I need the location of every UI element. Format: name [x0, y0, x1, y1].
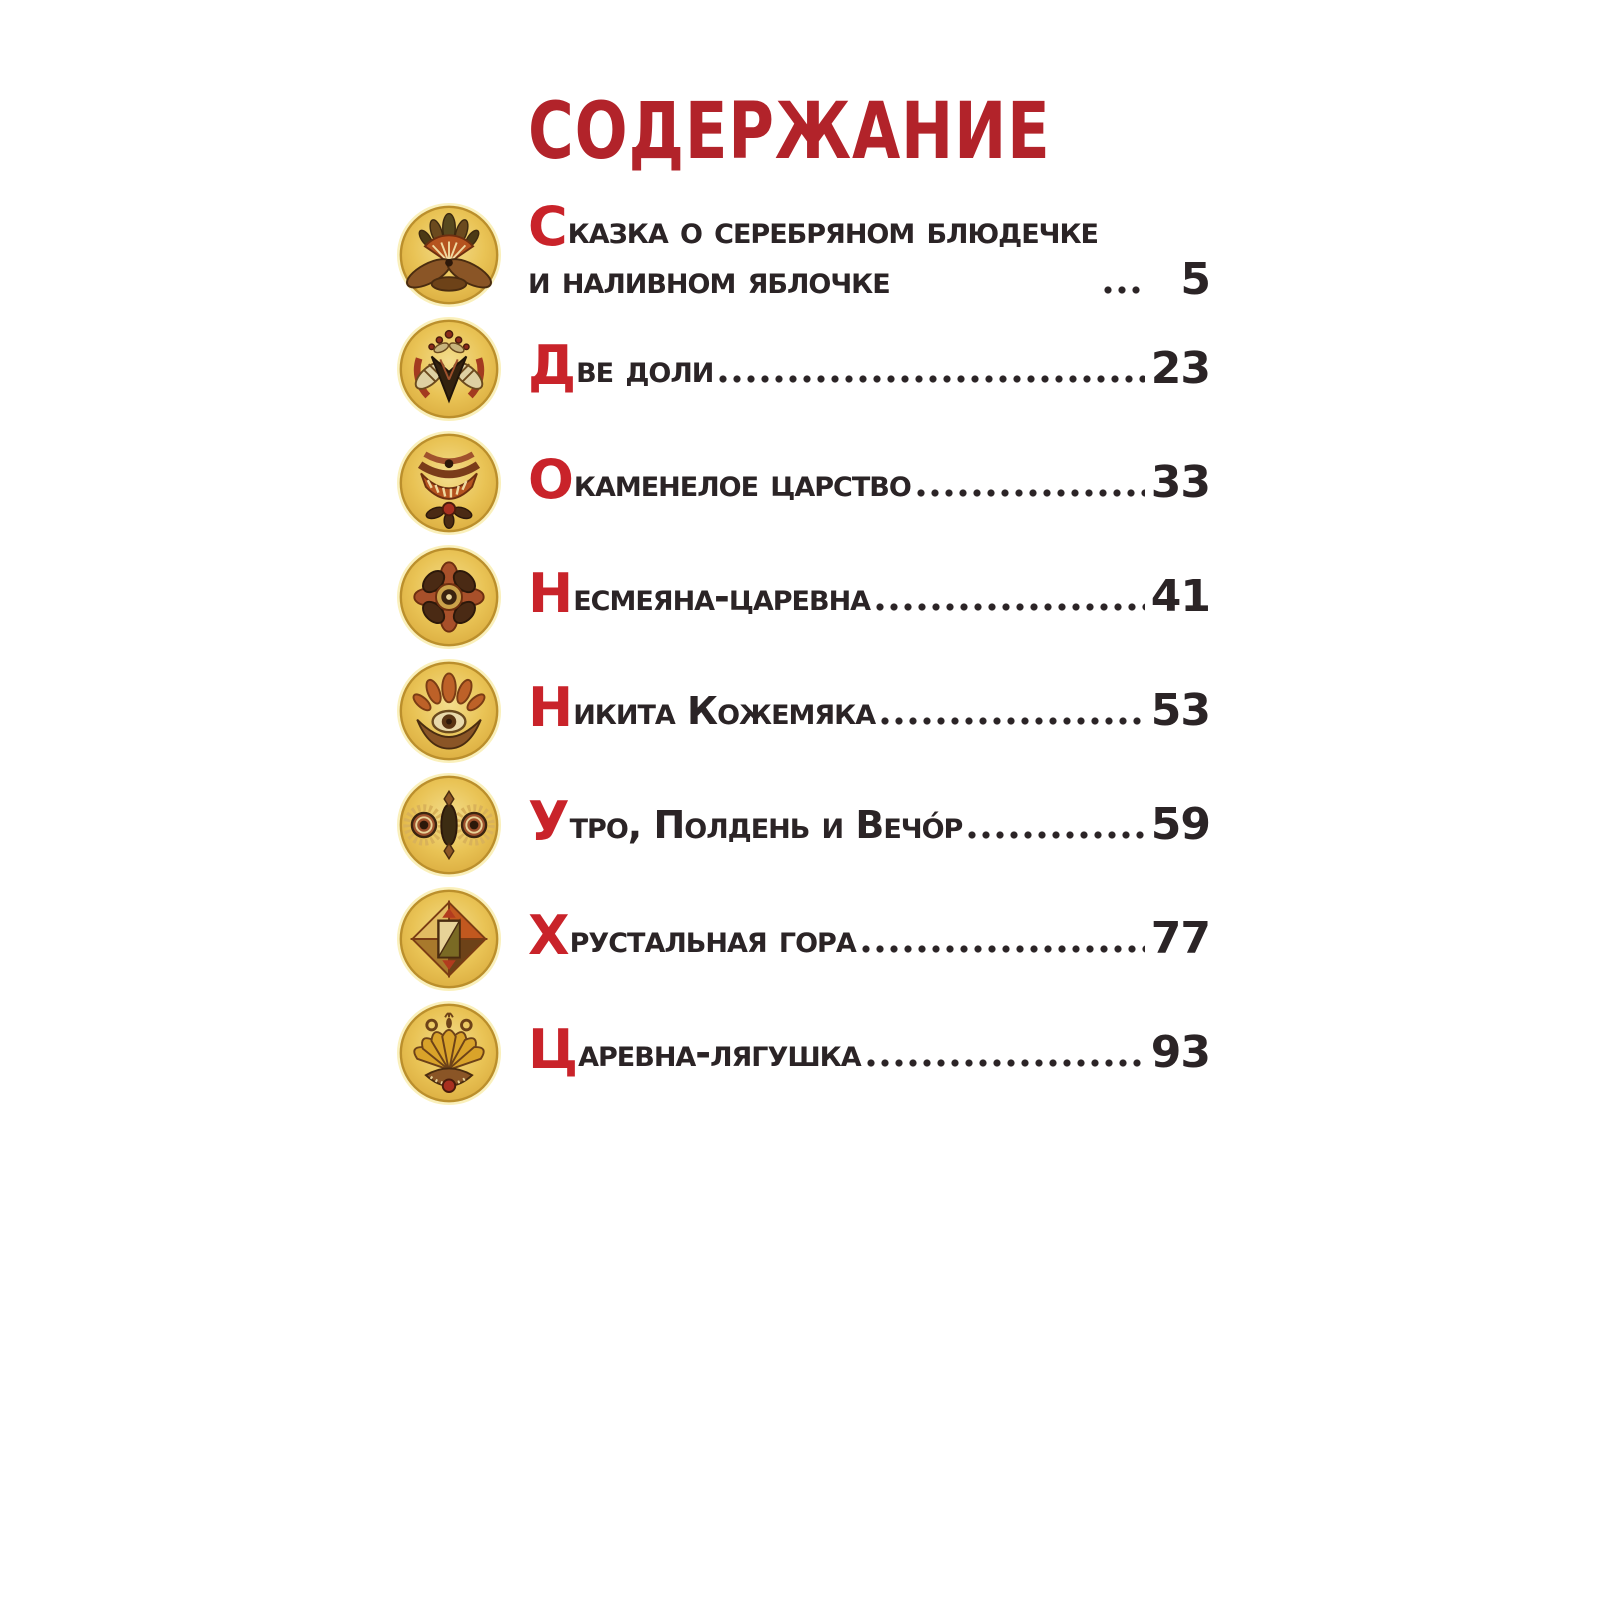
entry-dropcap: Х — [528, 903, 570, 967]
entry-title: Никита Кожемяка — [528, 680, 876, 736]
toc-entry: Окаменелое царство 33 — [396, 428, 1226, 538]
medallion-twin-eyes-icon — [396, 772, 502, 878]
entry-title-text: икита Кожемяка — [573, 688, 876, 733]
entry-title-text: тро, Полдень и Вечо́р — [569, 802, 964, 847]
entry-dropcap: Н — [528, 675, 574, 739]
toc-entry: Утро, Полдень и Вечо́р 59 — [396, 770, 1226, 880]
entry-dropcap: У — [528, 789, 570, 853]
entry-title: Хрустальная гора — [528, 908, 857, 964]
dot-leader — [880, 714, 1145, 727]
medallion-sunflower-icon — [396, 1000, 502, 1106]
dot-leader — [875, 600, 1145, 613]
entry-title: Несмеяна-царевна — [528, 566, 871, 622]
dot-leader — [865, 1056, 1145, 1069]
dot-leader — [718, 372, 1145, 385]
toc-entry: Две доли 23 — [396, 314, 1226, 424]
medallion-feather-fan-icon — [396, 202, 502, 308]
entry-title-text: аревна-лягушка — [578, 1030, 862, 1075]
medallion-rosette-flower-icon — [396, 544, 502, 650]
entry-page-number: 77 — [1150, 912, 1211, 964]
entry-page-number: 41 — [1150, 570, 1211, 622]
table-of-contents: СОДЕРЖАНИЕ — [396, 87, 1226, 1108]
dot-leader — [967, 828, 1145, 841]
entry-page-number: 59 — [1150, 798, 1211, 850]
entry-title-text: казка о серебряном блюдечке и наливном я… — [528, 207, 1099, 302]
entry-page-number: 5 — [1180, 253, 1211, 305]
entry-title: Окаменелое царство — [528, 452, 912, 508]
entry-dropcap: О — [528, 447, 574, 511]
entry-title-text: каменелое царство — [573, 460, 912, 505]
toc-entry: Сказка о серебряном блюдечке и наливном … — [396, 199, 1226, 310]
medallion-fan-berries-icon — [396, 316, 502, 422]
entry-dropcap: Д — [528, 333, 577, 397]
entry-page-number: 33 — [1150, 456, 1211, 508]
toc-entry: Царевна-лягушка 93 — [396, 998, 1226, 1108]
toc-entry: Несмеяна-царевна 41 — [396, 542, 1226, 652]
entry-dropcap: Н — [528, 561, 574, 625]
entry-title-text: рустальная гора — [569, 916, 857, 961]
dot-leader — [860, 942, 1145, 955]
toc-entry: Никита Кожемяка 53 — [396, 656, 1226, 766]
entry-title: Сказка о серебряном блюдечке и наливном … — [528, 199, 1099, 305]
entry-dropcap: С — [528, 194, 568, 258]
entry-title-text: есмеяна-царевна — [573, 574, 871, 619]
page-title: СОДЕРЖАНИЕ — [528, 87, 1051, 177]
entry-title-text: ве доли — [576, 346, 714, 391]
dot-leader — [1102, 283, 1146, 296]
toc-entry: Хрустальная гора 77 — [396, 884, 1226, 994]
entry-page-number: 23 — [1150, 342, 1211, 394]
medallion-canopy-flower-icon — [396, 430, 502, 536]
entry-title: Утро, Полдень и Вечо́р — [528, 794, 964, 850]
entry-title: Царевна-лягушка — [528, 1022, 862, 1078]
entry-page-number: 93 — [1150, 1026, 1211, 1078]
entry-page-number: 53 — [1150, 684, 1211, 736]
entry-dropcap: Ц — [528, 1017, 579, 1081]
medallion-crystal-gem-icon — [396, 886, 502, 992]
entry-title: Две доли — [528, 338, 714, 394]
dot-leader — [915, 486, 1145, 499]
medallion-lotus-eye-icon — [396, 658, 502, 764]
